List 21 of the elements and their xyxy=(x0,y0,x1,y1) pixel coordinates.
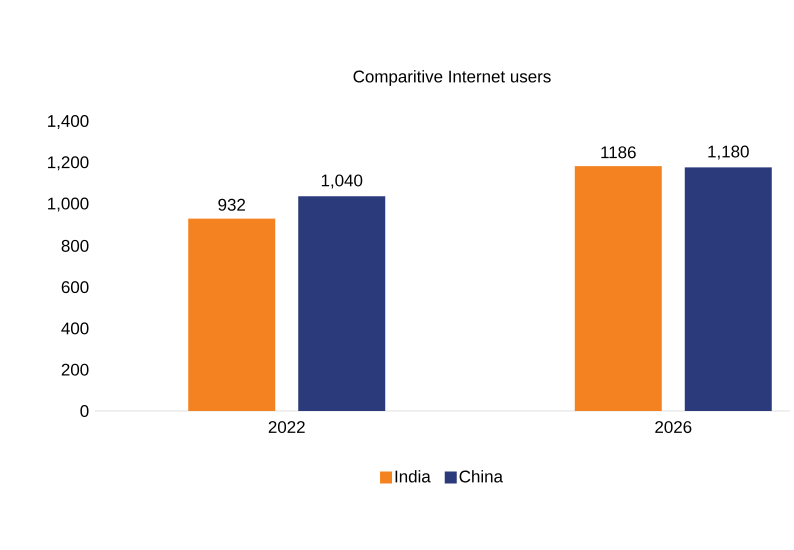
legend-label: India xyxy=(396,470,431,483)
y-tick-label: 400 xyxy=(61,322,89,334)
y-tick-label: 800 xyxy=(62,240,89,252)
data-label: 932 xyxy=(218,198,245,211)
legend-label: China xyxy=(460,470,503,483)
y-tick-label: 1,200 xyxy=(48,156,89,170)
y-tick-label: 200 xyxy=(62,364,89,376)
data-label: 1,180 xyxy=(708,146,749,160)
data-label: 1,040 xyxy=(322,174,362,188)
chart-title: Comparitive Internet users xyxy=(354,70,551,86)
y-tick-label: 600 xyxy=(62,281,89,294)
y-tick-label: 1,000 xyxy=(48,198,89,212)
data-label: 1186 xyxy=(601,146,636,158)
y-tick-label: 1,400 xyxy=(48,114,89,129)
y-tick-label: 0 xyxy=(80,404,89,417)
x-tick-label: 2022 xyxy=(268,421,305,434)
bar xyxy=(188,218,276,411)
bar xyxy=(298,196,386,411)
bar xyxy=(574,166,662,411)
bar xyxy=(684,167,772,411)
x-tick-label: 2026 xyxy=(655,421,692,434)
